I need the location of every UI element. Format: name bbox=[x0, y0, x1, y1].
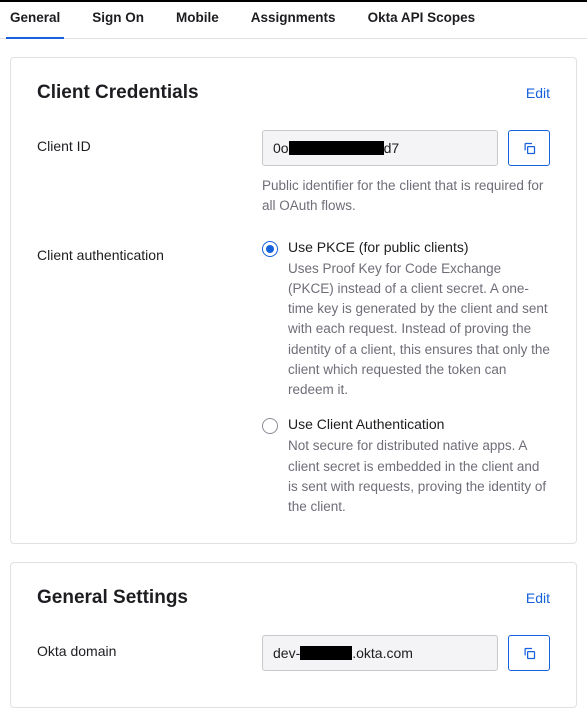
okta-domain-suffix: .okta.com bbox=[352, 645, 413, 661]
copy-client-id-button[interactable] bbox=[508, 130, 550, 166]
tab-bar: General Sign On Mobile Assignments Okta … bbox=[0, 0, 587, 39]
tab-general[interactable]: General bbox=[6, 0, 64, 39]
client-id-prefix: 0o bbox=[273, 140, 289, 156]
copy-okta-domain-button[interactable] bbox=[508, 635, 550, 671]
okta-domain-label: Okta domain bbox=[37, 635, 262, 659]
okta-domain-row: Okta domain dev- .okta.com bbox=[37, 635, 550, 681]
radio-pkce-desc: Uses Proof Key for Code Exchange (PKCE) … bbox=[288, 259, 550, 401]
okta-domain-redacted bbox=[300, 646, 352, 660]
client-id-field: 0o d7 bbox=[262, 130, 498, 166]
general-settings-panel: General Settings Edit Okta domain dev- .o… bbox=[10, 562, 577, 708]
radio-pkce-label[interactable]: Use PKCE (for public clients) bbox=[288, 239, 550, 255]
auth-option-pkce: Use PKCE (for public clients) Uses Proof… bbox=[262, 239, 550, 401]
tab-mobile[interactable]: Mobile bbox=[172, 0, 223, 39]
tab-sign-on[interactable]: Sign On bbox=[88, 0, 148, 39]
client-credentials-panel: Client Credentials Edit Client ID 0o d7 P… bbox=[10, 57, 577, 544]
okta-domain-field: dev- .okta.com bbox=[262, 635, 498, 671]
client-id-label: Client ID bbox=[37, 130, 262, 154]
copy-icon bbox=[522, 646, 537, 661]
client-id-redacted bbox=[289, 141, 384, 155]
client-auth-row: Client authentication Use PKCE (for publ… bbox=[37, 239, 550, 518]
tab-okta-api-scopes[interactable]: Okta API Scopes bbox=[364, 0, 480, 39]
okta-domain-prefix: dev- bbox=[273, 645, 300, 661]
auth-option-client-auth: Use Client Authentication Not secure for… bbox=[262, 416, 550, 517]
tab-assignments[interactable]: Assignments bbox=[247, 0, 340, 39]
general-settings-title: General Settings bbox=[37, 587, 188, 609]
edit-client-credentials-link[interactable]: Edit bbox=[526, 85, 550, 101]
client-auth-label: Client authentication bbox=[37, 239, 262, 263]
edit-general-settings-link[interactable]: Edit bbox=[526, 590, 550, 606]
client-id-suffix: d7 bbox=[384, 140, 400, 156]
radio-client-auth[interactable] bbox=[262, 418, 278, 434]
radio-pkce[interactable] bbox=[262, 241, 278, 257]
radio-client-auth-desc: Not secure for distributed native apps. … bbox=[288, 436, 550, 517]
radio-client-auth-label[interactable]: Use Client Authentication bbox=[288, 416, 550, 432]
client-credentials-title: Client Credentials bbox=[37, 82, 199, 104]
client-id-row: Client ID 0o d7 Public identifier for the… bbox=[37, 130, 550, 217]
client-id-help: Public identifier for the client that is… bbox=[262, 176, 550, 217]
copy-icon bbox=[522, 141, 537, 156]
